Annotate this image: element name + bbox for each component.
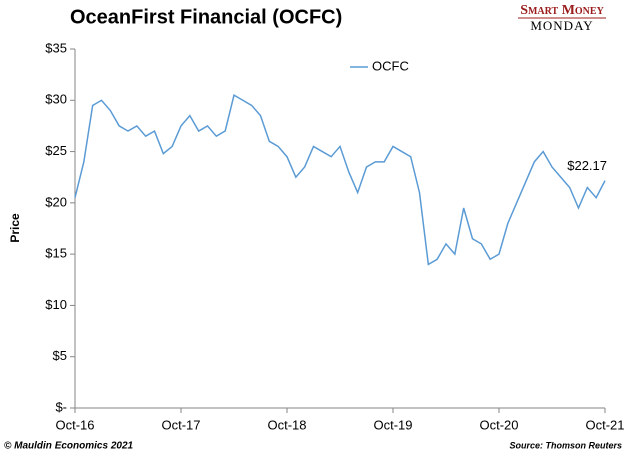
end-annotation: $22.17 — [567, 158, 607, 173]
x-tick-label: Oct-19 — [373, 417, 412, 432]
x-tick-label: Oct-16 — [55, 417, 94, 432]
price-line — [74, 94, 606, 266]
footer-right: Source: Thomson Reuters — [509, 440, 622, 450]
x-tick-label: Oct-20 — [479, 417, 518, 432]
x-tick-label: Oct-21 — [585, 417, 624, 432]
y-tick-label: $30 — [45, 92, 67, 107]
y-tick-label: $20 — [45, 194, 67, 209]
y-axis-label: Price — [8, 213, 22, 243]
y-tick-label: $25 — [45, 143, 67, 158]
x-tick-label: Oct-17 — [161, 417, 200, 432]
logo-top: Smart Money — [520, 3, 604, 18]
footer-left: © Mauldin Economics 2021 — [4, 441, 134, 452]
x-tick-label: Oct-18 — [267, 417, 306, 432]
y-tick-label: $- — [55, 399, 67, 414]
chart-title: OceanFirst Financial (OCFC) — [70, 6, 342, 28]
y-tick-label: $5 — [53, 348, 67, 363]
y-tick-label: $15 — [45, 246, 67, 261]
legend-label: OCFC — [372, 58, 409, 73]
y-tick-label: $10 — [45, 297, 67, 312]
y-tick-label: $35 — [45, 40, 67, 55]
logo-bottom: MONDAY — [530, 18, 593, 33]
